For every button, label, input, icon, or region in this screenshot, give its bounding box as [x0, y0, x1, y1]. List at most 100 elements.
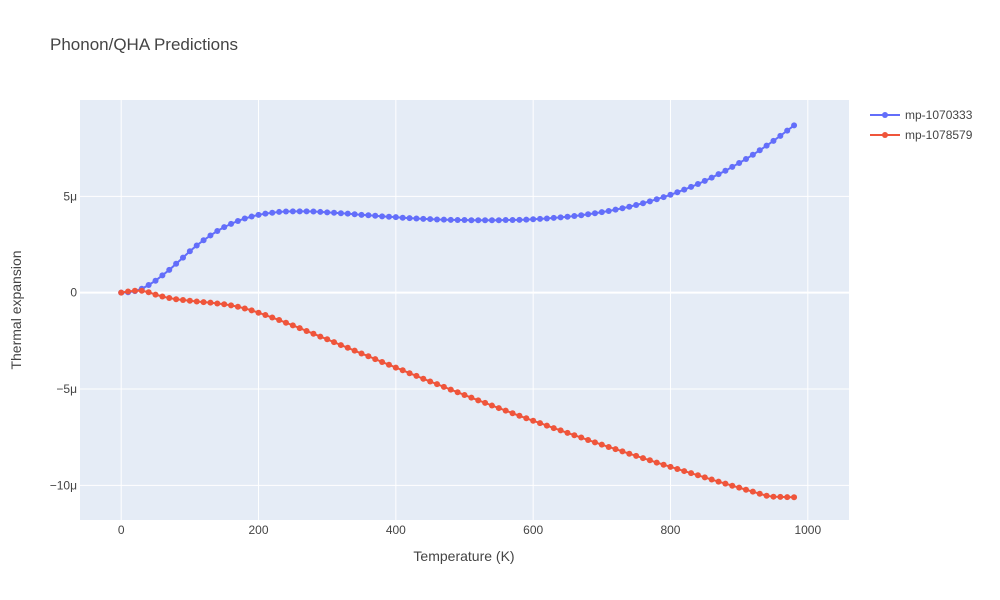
data-point — [282, 208, 289, 215]
data-point — [420, 375, 427, 382]
data-point — [269, 314, 276, 321]
x-tick-label: 800 — [660, 523, 680, 537]
data-point — [681, 468, 688, 475]
data-point — [440, 383, 447, 390]
data-point — [791, 122, 798, 129]
data-point — [763, 492, 770, 499]
data-point — [406, 215, 413, 222]
data-point — [269, 209, 276, 216]
legend-item[interactable]: mp-1070333 — [870, 108, 973, 122]
data-point — [502, 217, 509, 224]
data-point — [749, 151, 756, 158]
data-point — [365, 212, 372, 219]
data-point — [646, 198, 653, 205]
legend[interactable]: mp-1070333 mp-1078579 — [870, 108, 973, 142]
data-point — [777, 493, 784, 500]
data-point — [447, 386, 454, 393]
data-point — [633, 202, 640, 208]
data-point — [276, 208, 283, 215]
data-point — [756, 490, 763, 497]
data-point — [152, 291, 159, 298]
data-point — [475, 397, 482, 404]
data-point — [653, 459, 660, 466]
data-point — [159, 293, 166, 300]
data-point — [557, 214, 564, 221]
data-point — [221, 301, 228, 308]
data-point — [537, 420, 544, 427]
x-tick-label: 200 — [249, 523, 269, 537]
data-point — [413, 215, 420, 222]
data-point — [736, 160, 743, 166]
data-point — [200, 299, 207, 306]
data-point — [736, 484, 743, 491]
data-point — [241, 215, 248, 222]
data-point — [646, 457, 653, 464]
legend-item[interactable]: mp-1078579 — [870, 128, 973, 142]
data-point — [770, 493, 777, 500]
x-tick-label: 1000 — [794, 523, 821, 537]
data-point — [234, 303, 241, 310]
data-point — [461, 217, 468, 224]
data-point — [530, 417, 537, 424]
data-point — [276, 317, 283, 324]
data-point — [365, 353, 372, 360]
data-point — [179, 296, 186, 303]
data-point — [228, 302, 235, 309]
data-point — [221, 224, 228, 231]
data-point — [605, 207, 612, 214]
data-point — [317, 208, 324, 215]
data-point — [152, 277, 159, 284]
legend-marker — [882, 112, 888, 118]
data-point — [255, 211, 262, 218]
data-point — [770, 137, 777, 144]
data-point — [694, 181, 701, 187]
data-point — [379, 213, 386, 220]
data-point — [331, 209, 338, 216]
data-point — [571, 212, 578, 219]
data-point — [447, 216, 454, 223]
data-point — [488, 402, 495, 409]
data-point — [749, 488, 756, 495]
y-tick-label: 5μ — [63, 189, 77, 203]
legend-label: mp-1078579 — [905, 128, 973, 142]
x-axis-title: Temperature (K) — [413, 548, 514, 564]
data-point — [784, 127, 791, 134]
y-tick-label: −10μ — [50, 478, 77, 492]
data-point — [523, 415, 530, 422]
data-point — [605, 443, 612, 450]
data-point — [296, 325, 303, 332]
data-point — [777, 132, 784, 139]
data-point — [406, 370, 413, 377]
data-point — [317, 333, 324, 340]
legend-marker — [882, 132, 888, 138]
data-point — [530, 216, 537, 223]
data-point — [289, 208, 296, 215]
data-point — [743, 486, 750, 493]
data-point — [571, 432, 578, 439]
data-point — [385, 361, 392, 368]
x-tick-label: 0 — [118, 523, 125, 537]
data-point — [482, 217, 489, 224]
data-point — [701, 474, 708, 481]
data-point — [173, 296, 180, 303]
data-point — [708, 174, 715, 181]
data-point — [337, 210, 344, 217]
data-point — [262, 210, 269, 217]
data-point — [502, 407, 509, 414]
data-point — [585, 437, 592, 444]
data-point — [427, 378, 434, 385]
data-point — [186, 297, 193, 304]
data-point — [694, 472, 701, 479]
data-point — [193, 242, 200, 249]
data-point — [241, 305, 248, 312]
data-point — [660, 461, 667, 468]
data-point — [550, 425, 557, 432]
x-axis-ticks: 0 200 400 600 800 1000 — [118, 523, 822, 537]
data-point — [598, 209, 605, 216]
data-point — [228, 220, 235, 227]
data-point — [125, 288, 132, 295]
series-layer — [118, 122, 798, 501]
data-point — [379, 359, 386, 366]
data-point — [509, 217, 516, 224]
